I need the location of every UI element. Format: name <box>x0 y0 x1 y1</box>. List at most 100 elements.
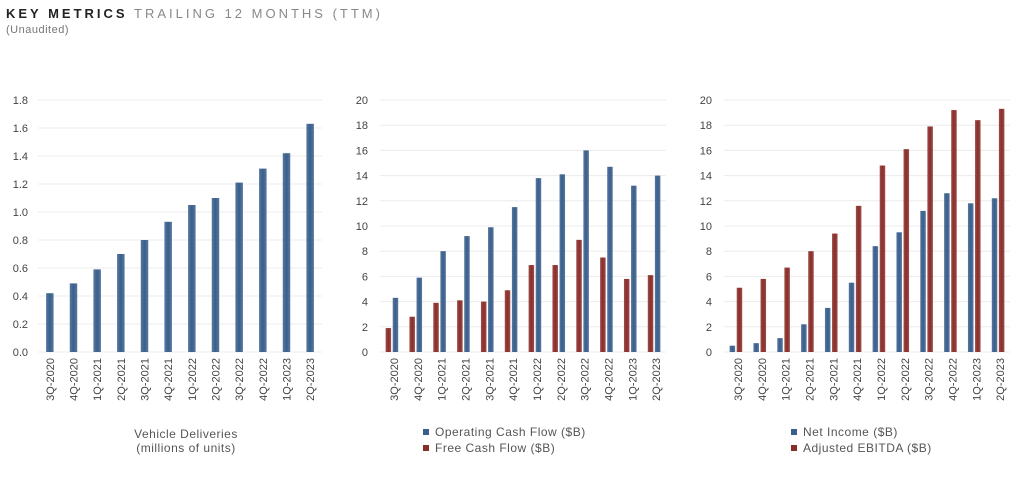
bar-adjusted-ebitda-b <box>736 287 743 352</box>
bar-adjusted-ebitda-b <box>951 110 957 352</box>
bar-vehicle-deliveries <box>140 240 149 352</box>
bar-free-cash-flow-b <box>480 301 487 352</box>
bar-vehicle-deliveries <box>211 198 220 352</box>
bar-operating-cash-flow-b <box>392 297 399 352</box>
bar-vehicle-deliveries <box>306 123 314 352</box>
bar-free-cash-flow-b <box>504 290 511 352</box>
bar-adjusted-ebitda-b <box>760 278 767 352</box>
bar-net-income-b <box>896 232 902 352</box>
bar-free-cash-flow-b <box>576 239 582 352</box>
bar-adjusted-ebitda-b <box>784 267 790 352</box>
legend-swatch <box>423 429 429 435</box>
y-tick-label: 8 <box>362 246 368 258</box>
bar-adjusted-ebitda-b <box>998 108 1005 352</box>
bar-free-cash-flow-b <box>385 328 392 352</box>
x-tick-label: 3Q-2021 <box>828 358 840 401</box>
x-tick-label: 1Q-2022 <box>187 358 199 401</box>
x-tick-label: 4Q-2022 <box>258 358 270 401</box>
x-tick-label: 3Q-2020 <box>389 358 401 401</box>
x-tick-label: 3Q-2022 <box>234 358 246 401</box>
bar-operating-cash-flow-b <box>654 175 661 352</box>
y-tick-label: 0.4 <box>13 291 28 303</box>
x-tick-label: 1Q-2022 <box>532 358 544 401</box>
legend-swatch <box>423 445 429 451</box>
header: KEY METRICS TRAILING 12 MONTHS (TTM) (Un… <box>6 6 383 36</box>
bar-operating-cash-flow-b <box>583 150 589 352</box>
bar-vehicle-deliveries <box>93 269 101 352</box>
x-tick-label: 2Q-2022 <box>900 358 912 401</box>
y-tick-label: 10 <box>356 221 368 233</box>
bar-free-cash-flow-b <box>623 278 630 352</box>
x-tick-label: 3Q-2022 <box>580 358 592 401</box>
x-tick-label: 2Q-2021 <box>804 358 816 401</box>
bar-net-income-b <box>967 203 974 352</box>
y-tick-label: 1.6 <box>13 123 28 135</box>
bar-vehicle-deliveries <box>235 182 243 352</box>
bar-operating-cash-flow-b <box>440 251 446 352</box>
x-tick-label: 4Q-2022 <box>603 358 615 401</box>
x-tick-label: 4Q-2020 <box>757 358 769 401</box>
y-tick-label: 8 <box>706 246 712 258</box>
y-tick-label: 16 <box>700 145 712 157</box>
bar-operating-cash-flow-b <box>607 166 613 352</box>
x-tick-label: 2Q-2022 <box>211 358 223 401</box>
y-tick-label: 14 <box>700 171 712 183</box>
title-strong: KEY METRICS <box>6 6 128 21</box>
y-tick-label: 1.2 <box>13 179 28 191</box>
x-tick-label: 2Q-2021 <box>116 358 128 401</box>
title-light: TRAILING 12 MONTHS (TTM) <box>134 6 383 21</box>
bar-operating-cash-flow-b <box>464 236 470 352</box>
x-tick-label: 2Q-2023 <box>651 358 663 401</box>
bar-vehicle-deliveries <box>69 283 78 352</box>
bar-vehicle-deliveries <box>46 293 54 352</box>
bar-adjusted-ebitda-b <box>832 233 838 352</box>
y-tick-label: 12 <box>700 196 712 208</box>
bar-adjusted-ebitda-b <box>903 149 910 352</box>
bar-net-income-b <box>920 210 926 352</box>
bar-net-income-b <box>944 193 950 352</box>
x-tick-label: 2Q-2022 <box>556 358 568 401</box>
y-tick-label: 1.0 <box>13 207 28 219</box>
bar-free-cash-flow-b <box>552 265 558 352</box>
bar-net-income-b <box>824 307 831 352</box>
bar-operating-cash-flow-b <box>488 227 494 352</box>
y-tick-label: 20 <box>700 95 712 107</box>
x-tick-label: 3Q-2021 <box>484 358 496 401</box>
y-tick-label: 0.8 <box>13 235 28 247</box>
bar-vehicle-deliveries <box>282 153 291 352</box>
y-tick-label: 18 <box>356 120 368 132</box>
x-tick-label: 1Q-2023 <box>971 358 983 401</box>
x-tick-label: 3Q-2020 <box>45 358 57 401</box>
bar-adjusted-ebitda-b <box>927 126 933 353</box>
bar-net-income-b <box>848 282 855 352</box>
bar-vehicle-deliveries <box>259 168 267 352</box>
bar-free-cash-flow-b <box>409 316 415 352</box>
bar-free-cash-flow-b <box>457 300 463 352</box>
y-tick-label: 0.0 <box>13 347 28 359</box>
bar-net-income-b <box>991 198 998 352</box>
page-subtitle: (Unaudited) <box>6 24 69 36</box>
y-tick-label: 10 <box>700 221 712 233</box>
y-tick-label: 4 <box>362 297 368 309</box>
bar-vehicle-deliveries <box>164 221 172 352</box>
x-tick-label: 1Q-2022 <box>876 358 888 401</box>
x-tick-label: 4Q-2020 <box>69 358 81 401</box>
x-tick-label: 1Q-2021 <box>437 358 449 401</box>
chart-3: 0 2 4 6 8 10 12 14 16 18 20 3Q-2020 4Q-2020 1Q-2021 2Q… <box>700 95 1010 455</box>
legend-swatch <box>791 429 797 435</box>
bar-free-cash-flow-b <box>433 302 439 352</box>
y-tick-label: 14 <box>356 171 368 183</box>
y-tick-label: 20 <box>356 95 368 107</box>
x-tick-label: 4Q-2022 <box>947 358 959 401</box>
bar-net-income-b <box>777 338 783 352</box>
bar-operating-cash-flow-b <box>511 207 518 352</box>
x-tick-label: 1Q-2021 <box>92 358 104 401</box>
bar-net-income-b <box>753 343 759 352</box>
page-title: KEY METRICS TRAILING 12 MONTHS (TTM) <box>6 6 383 21</box>
x-tick-label: 1Q-2023 <box>627 358 639 401</box>
y-tick-label: 16 <box>356 145 368 157</box>
bar-net-income-b <box>729 345 736 352</box>
y-tick-label: 1.8 <box>13 95 28 107</box>
legend-swatch <box>791 445 797 451</box>
